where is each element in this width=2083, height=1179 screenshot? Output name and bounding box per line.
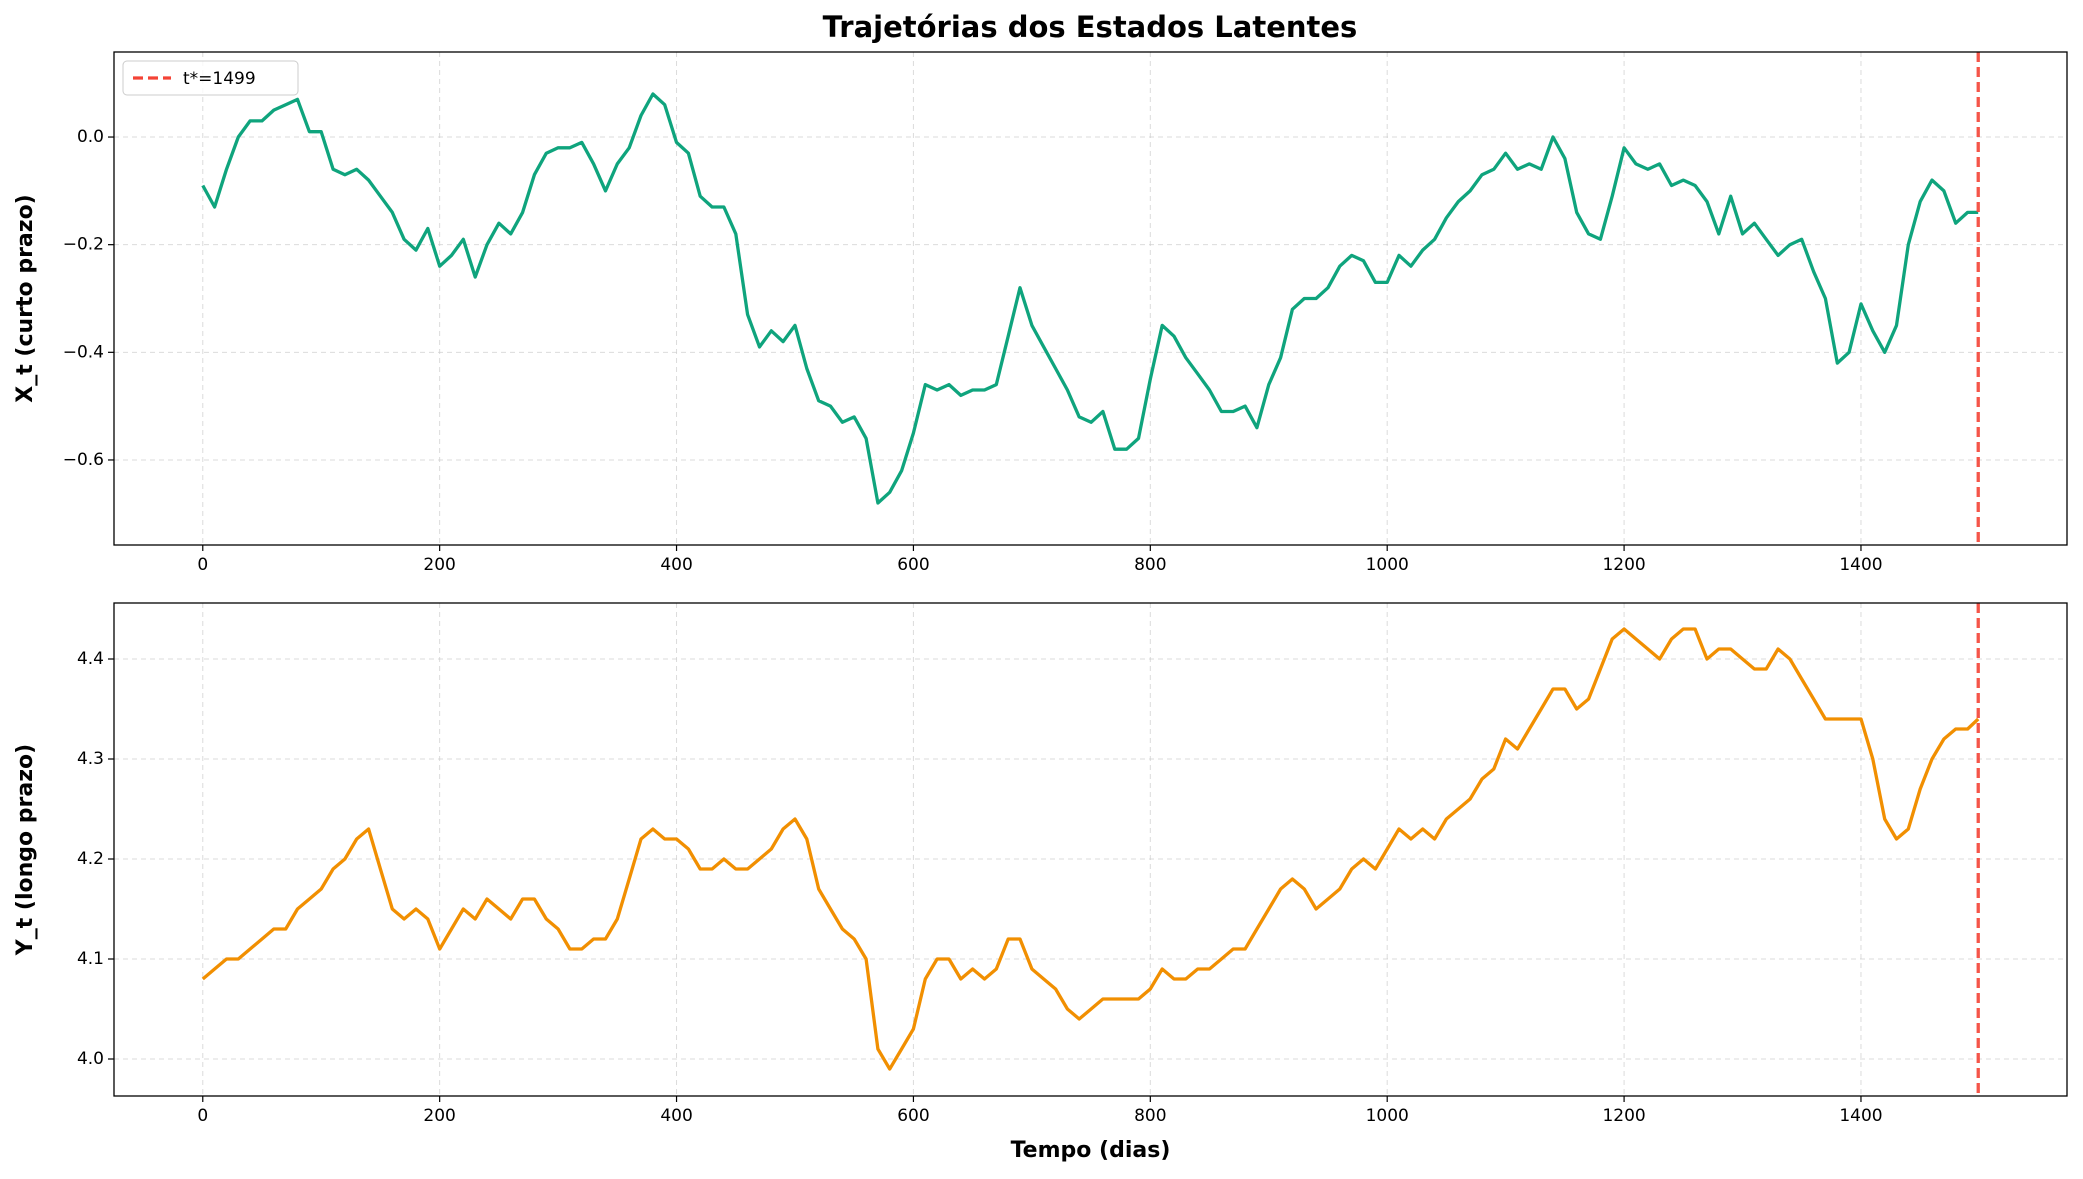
x-tick-label: 800 [1134,555,1166,575]
x-tick-label: 1400 [1839,555,1882,575]
y-axis-label: X_t (curto prazo) [13,194,38,402]
x-tick-label: 1000 [1366,1106,1409,1126]
axes-frame [113,51,2068,546]
x-tick-label: 600 [897,555,929,575]
x-tick-label: 1000 [1366,555,1409,575]
x-tick-label: 800 [1134,1106,1166,1126]
y-tick-label: 4.0 [77,1049,104,1069]
axes-frame [113,602,2068,1097]
y-tick-label: −0.4 [63,342,104,362]
x-tick-label: 0 [197,555,208,575]
legend-box [122,60,299,96]
x-tick-label: 400 [660,1106,692,1126]
x-tick-label: 1200 [1602,555,1645,575]
y-tick-label: 0.0 [77,127,104,147]
x-tick-label: 200 [423,555,455,575]
y-tick-label: 4.1 [77,949,104,969]
x-tick-label: 200 [423,1106,455,1126]
x-tick-label: 0 [197,1106,208,1126]
legend-label: t*=1499 [183,69,256,89]
chart-title: Trajetórias dos Estados Latentes [823,10,1358,44]
x-tick-label: 600 [897,1106,929,1126]
data-line [201,627,1980,1071]
y-tick-label: 4.3 [77,749,104,769]
y-axis-label: Y_t (longo prazo) [13,744,38,956]
y-tick-label: 4.2 [77,849,104,869]
y-tick-label: 4.4 [77,649,104,669]
y-tick-label: −0.2 [63,235,104,255]
x-tick-label: 1200 [1602,1106,1645,1126]
data-line [201,92,1979,505]
x-tick-label: 1400 [1839,1106,1882,1126]
x-axis-label: Tempo (dias) [1011,1138,1171,1163]
x-tick-label: 400 [660,555,692,575]
y-tick-label: −0.6 [63,450,104,470]
